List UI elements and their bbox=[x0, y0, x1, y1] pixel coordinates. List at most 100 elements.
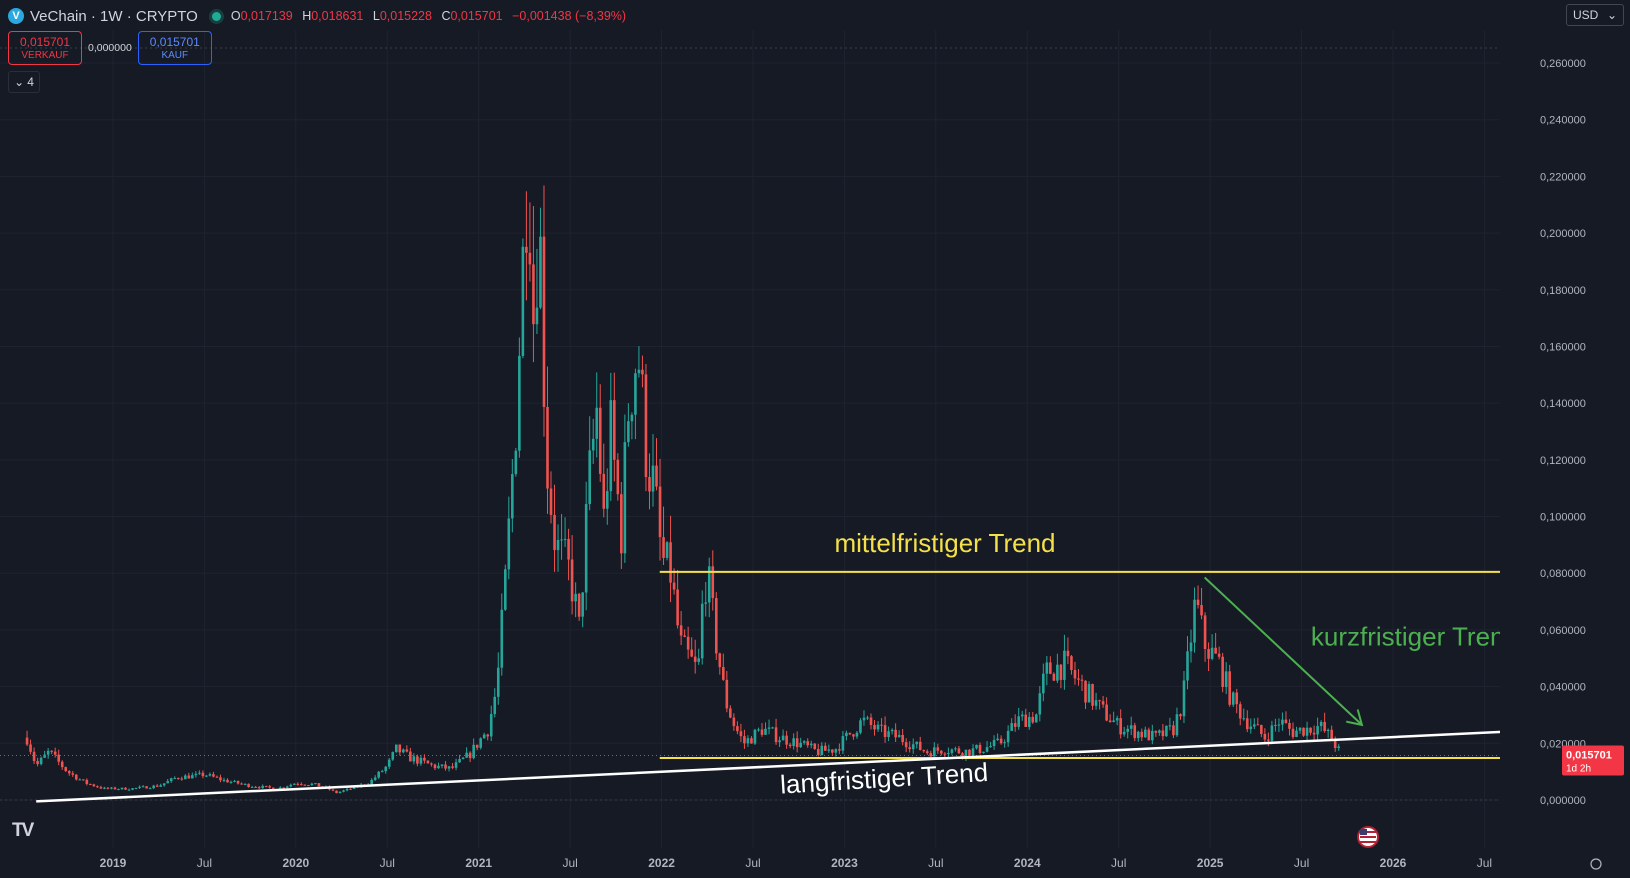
candle bbox=[430, 762, 433, 767]
short-term-arrow-line[interactable] bbox=[1203, 576, 1363, 726]
candle-body bbox=[929, 753, 933, 757]
candle bbox=[1027, 712, 1031, 730]
candle bbox=[1010, 718, 1013, 731]
candle-body bbox=[869, 717, 873, 726]
candle-body bbox=[106, 787, 110, 789]
candle-body bbox=[1133, 725, 1137, 739]
candle-body bbox=[894, 729, 897, 738]
candle-body bbox=[648, 476, 651, 492]
candle bbox=[1182, 671, 1186, 724]
candle bbox=[771, 726, 774, 729]
candle-body bbox=[159, 785, 162, 787]
candle bbox=[570, 535, 574, 615]
candle bbox=[581, 591, 584, 628]
candle-body bbox=[809, 743, 813, 746]
candle-body bbox=[1101, 701, 1105, 705]
candle-body bbox=[1112, 720, 1115, 723]
candle-body bbox=[764, 728, 767, 735]
candle bbox=[110, 786, 113, 790]
candle bbox=[1245, 710, 1249, 733]
candle bbox=[1288, 719, 1291, 736]
buy-button[interactable]: 0,015701 KAUF bbox=[137, 31, 212, 65]
candle bbox=[345, 787, 349, 792]
candle-body bbox=[194, 773, 198, 776]
y-tick-label: 0,160000 bbox=[1540, 341, 1586, 353]
candle-body bbox=[145, 786, 148, 789]
candle bbox=[838, 743, 841, 755]
indicators-toggle-button[interactable]: ⌄ 4 bbox=[8, 71, 40, 93]
candle-body bbox=[1200, 605, 1203, 616]
candle-body bbox=[317, 783, 321, 787]
candle-body bbox=[148, 788, 152, 790]
candle-body bbox=[335, 790, 338, 794]
price-tag-background bbox=[1562, 745, 1624, 776]
candle-body bbox=[384, 766, 388, 772]
candle-body bbox=[282, 787, 286, 789]
candle bbox=[1302, 727, 1305, 737]
candle-body bbox=[525, 246, 528, 253]
candle bbox=[729, 705, 732, 719]
candle-body bbox=[816, 749, 820, 755]
symbol-title[interactable]: VeChain · 1W · CRYPTO bbox=[30, 7, 198, 25]
candle-body bbox=[1224, 671, 1228, 687]
candle bbox=[676, 569, 679, 629]
candle-body bbox=[841, 736, 845, 751]
chevron-down-icon: ⌄ bbox=[1606, 8, 1617, 22]
candle bbox=[1091, 683, 1094, 711]
candle-body bbox=[338, 791, 342, 794]
candle bbox=[43, 750, 46, 759]
candle-body bbox=[1151, 730, 1154, 741]
candle-body bbox=[1056, 664, 1059, 681]
annotation-label[interactable]: mittelfristiger Trend bbox=[834, 528, 1055, 558]
candle bbox=[426, 760, 430, 764]
candle bbox=[925, 749, 929, 755]
candle bbox=[416, 754, 419, 767]
annotation-label[interactable]: langfristiger Trend bbox=[779, 757, 989, 800]
candle bbox=[191, 772, 194, 779]
candle-body bbox=[598, 407, 602, 474]
candle bbox=[1326, 728, 1330, 738]
candle-body bbox=[331, 789, 335, 791]
candle bbox=[1006, 725, 1010, 747]
candle bbox=[1281, 712, 1284, 731]
annotation-label[interactable]: kurzfristiger Trend bbox=[1311, 622, 1519, 652]
long-term-trend-line[interactable] bbox=[36, 728, 1554, 803]
candle-body bbox=[908, 747, 911, 750]
candle bbox=[475, 744, 479, 751]
candle bbox=[349, 788, 352, 790]
candle bbox=[99, 785, 103, 789]
candle bbox=[535, 248, 539, 334]
candle-body bbox=[1070, 656, 1073, 671]
candles bbox=[25, 185, 1341, 794]
us-flag-icon[interactable] bbox=[1357, 826, 1379, 848]
candle bbox=[229, 780, 233, 784]
candle-body bbox=[447, 766, 451, 769]
candle bbox=[489, 705, 493, 742]
candle-body bbox=[511, 474, 514, 519]
candle bbox=[1066, 637, 1070, 665]
candle-body bbox=[686, 636, 690, 650]
candle-body bbox=[141, 786, 145, 788]
y-tick-label: 0,120000 bbox=[1540, 455, 1586, 467]
candle-body bbox=[222, 779, 226, 781]
candle-body bbox=[992, 740, 996, 747]
candle bbox=[591, 418, 595, 464]
candle bbox=[46, 748, 50, 759]
candle-body bbox=[1154, 730, 1158, 733]
candle bbox=[714, 592, 718, 660]
tradingview-logo[interactable]: TV bbox=[12, 820, 34, 841]
candle-body bbox=[254, 786, 257, 788]
x-tick-label: Jul bbox=[928, 856, 943, 870]
ohlc-high-value: 0,018631 bbox=[311, 9, 364, 23]
currency-select[interactable]: USD ⌄ bbox=[1566, 4, 1624, 26]
settings-gear-icon[interactable] bbox=[1590, 858, 1602, 870]
candle-body bbox=[468, 752, 472, 759]
candle bbox=[665, 541, 669, 561]
candle-body bbox=[1260, 725, 1263, 734]
sell-button[interactable]: 0,015701 VERKAUF bbox=[8, 31, 82, 65]
candle-body bbox=[380, 771, 384, 773]
candle bbox=[25, 730, 29, 747]
candle-body bbox=[1295, 730, 1298, 737]
candle bbox=[444, 761, 447, 771]
